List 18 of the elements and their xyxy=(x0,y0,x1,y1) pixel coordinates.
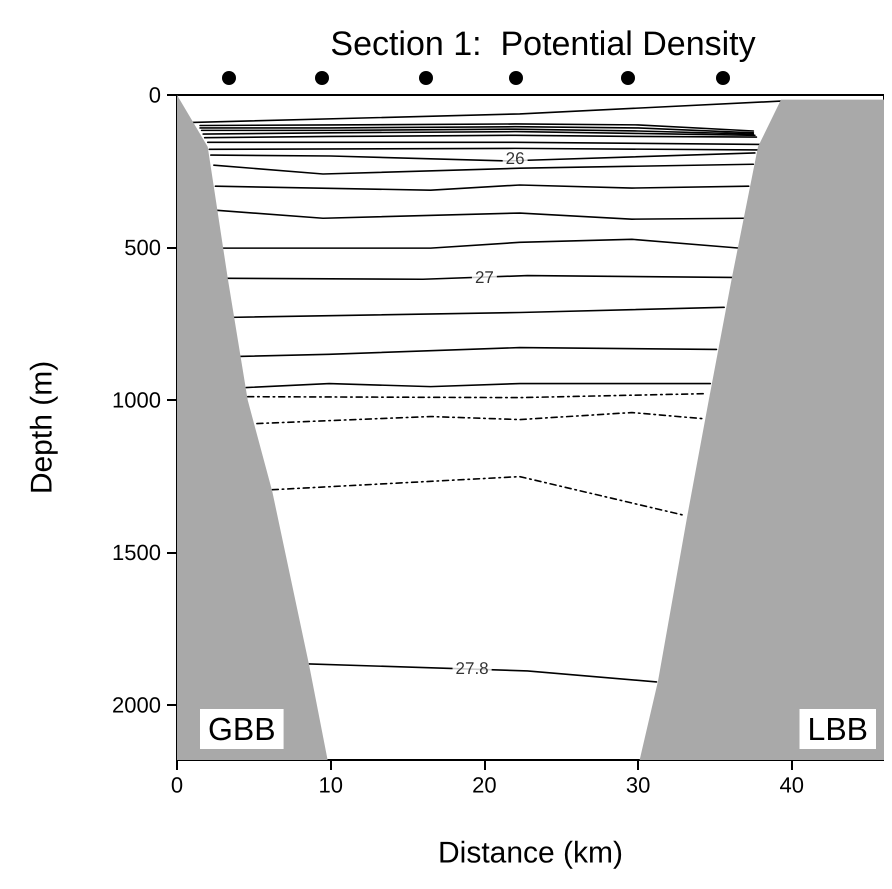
annotation: GBB xyxy=(208,711,276,747)
y-tick-label: 500 xyxy=(124,235,161,260)
x-tick-label: 40 xyxy=(780,772,804,798)
x-tick-label: 30 xyxy=(626,772,650,798)
annotation: 26 xyxy=(506,148,525,168)
annotation: 27 xyxy=(474,268,494,287)
annotation: 27.8 xyxy=(456,658,489,678)
y-axis-title: Depth (m) xyxy=(26,360,58,494)
x-tick-label: 20 xyxy=(472,772,497,798)
x-axis-title: Distance (km) xyxy=(438,836,624,870)
chart-title: Section 1: Potential Density xyxy=(330,25,756,63)
y-tick-label: 1000 xyxy=(112,388,161,413)
x-tick-label: 10 xyxy=(318,772,343,798)
y-tick-label: 2000 xyxy=(112,692,161,718)
y-tick-label: 1500 xyxy=(112,540,161,566)
x-tick-label: 0 xyxy=(170,772,184,798)
y-tick-label: 0 xyxy=(148,82,161,108)
annotation: LBB xyxy=(808,711,868,747)
